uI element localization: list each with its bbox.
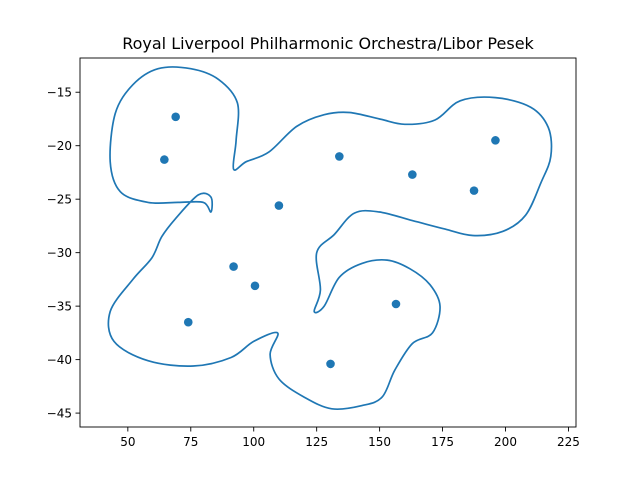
y-tick-label: −15	[47, 86, 72, 100]
x-tick-label: 75	[183, 435, 198, 449]
x-tick-label: 175	[431, 435, 454, 449]
data-point-11	[183, 317, 193, 327]
x-tick-label: 225	[557, 435, 580, 449]
x-tick-label: 50	[120, 435, 135, 449]
y-tick-label: −35	[47, 299, 72, 313]
cluster-outline	[107, 66, 553, 411]
y-tick-label: −40	[47, 353, 72, 367]
y-axis: −45 −40 −35 −30 −25 −20 −15	[47, 86, 80, 420]
y-tick-label: −20	[47, 139, 72, 153]
data-point-2	[160, 155, 169, 164]
x-tick-label: 200	[494, 435, 517, 449]
axes-frame	[79, 57, 577, 428]
y-tick-label: −45	[47, 406, 72, 420]
x-tick-label: 125	[305, 435, 328, 449]
data-point-9	[250, 281, 260, 291]
data-point-10	[391, 299, 401, 309]
data-point-7	[274, 201, 284, 210]
x-axis: 50 75 100 125 150 175 200 225	[120, 427, 580, 449]
x-tick-label: 100	[242, 435, 265, 449]
data-point-8	[229, 262, 238, 271]
y-tick-label: −30	[47, 246, 72, 260]
data-point-4	[408, 170, 417, 179]
data-point-1	[171, 112, 180, 122]
data-point-5	[491, 136, 500, 145]
x-tick-label: 150	[368, 435, 391, 449]
data-point-3	[335, 152, 344, 161]
chart-title: Royal Liverpool Philharmonic Orchestra/L…	[122, 34, 534, 53]
data-points	[160, 112, 500, 369]
data-point-6	[469, 186, 479, 195]
y-tick-label: −25	[47, 192, 72, 206]
data-point-12	[326, 359, 335, 369]
